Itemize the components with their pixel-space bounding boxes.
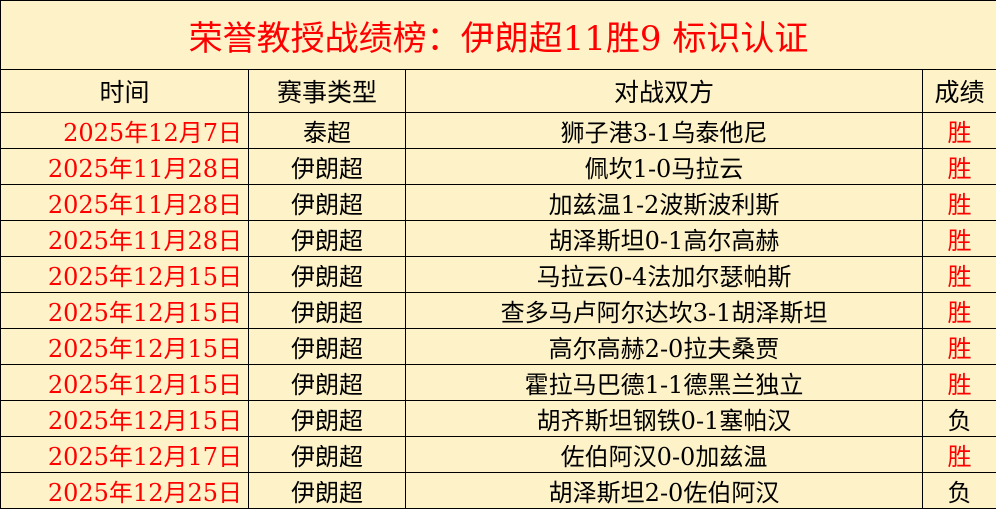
title-row: 荣誉教授战绩榜：伊朗超11胜9 标识认证 (0, 0, 996, 70)
league-cell: 伊朗超 (248, 256, 406, 293)
date-cell: 2025年12月15日 (0, 400, 249, 437)
table-row: 2025年12月15日 伊朗超 霍拉马巴德1-1德黑兰独立胜 (0, 364, 996, 401)
match-cell: 霍拉马巴德1-1德黑兰独立 (405, 364, 923, 401)
result-cell: 胜 (921, 256, 996, 293)
date-cell: 2025年12月15日 (0, 328, 249, 365)
date-cell: 2025年11月28日 (0, 148, 249, 185)
date-cell: 2025年11月28日 (0, 184, 249, 221)
result-cell: 胜 (921, 292, 996, 329)
league-cell: 伊朗超 (248, 184, 406, 221)
table-row: 2025年12月15日 伊朗超 高尔高赫2-0拉夫桑贾胜 (0, 328, 996, 365)
table-row: 2025年12月7日 泰超 狮子港3-1乌泰他尼胜 (0, 112, 996, 149)
match-cell: 狮子港3-1乌泰他尼 (405, 112, 923, 149)
header-result: 成绩 (921, 69, 996, 113)
table-row: 2025年11月28日 伊朗超 加兹温1-2波斯波利斯胜 (0, 184, 996, 221)
header-date: 时间 (0, 69, 249, 113)
league-cell: 伊朗超 (248, 148, 406, 185)
header-match: 对战双方 (405, 69, 923, 113)
league-cell: 泰超 (248, 112, 406, 149)
match-cell: 胡齐斯坦钢铁0-1塞帕汉 (405, 400, 923, 437)
match-cell: 佩坎1-0马拉云 (405, 148, 923, 185)
match-cell: 佐伯阿汉0-0加兹温 (405, 436, 923, 473)
date-cell: 2025年12月15日 (0, 292, 249, 329)
result-cell: 胜 (921, 364, 996, 401)
result-cell: 胜 (921, 112, 996, 149)
table-row: 2025年12月15日 伊朗超 查多马卢阿尔达坎3-1胡泽斯坦胜 (0, 292, 996, 329)
table-row: 2025年12月15日 伊朗超 马拉云0-4法加尔瑟帕斯胜 (0, 256, 996, 293)
match-cell: 胡泽斯坦2-0佐伯阿汉 (405, 472, 923, 509)
header-row: 时间 赛事类型 对战双方 成绩 (0, 69, 996, 113)
table-row: 2025年12月17日 伊朗超 佐伯阿汉0-0加兹温胜 (0, 436, 996, 473)
match-cell: 马拉云0-4法加尔瑟帕斯 (405, 256, 923, 293)
result-cell: 胜 (921, 184, 996, 221)
table-row: 2025年11月28日 伊朗超 佩坎1-0马拉云胜 (0, 148, 996, 185)
result-cell: 负 (921, 472, 996, 509)
match-cell: 加兹温1-2波斯波利斯 (405, 184, 923, 221)
match-cell: 查多马卢阿尔达坎3-1胡泽斯坦 (405, 292, 923, 329)
league-cell: 伊朗超 (248, 364, 406, 401)
result-cell: 胜 (921, 436, 996, 473)
date-cell: 2025年12月25日 (0, 472, 249, 509)
date-cell: 2025年11月28日 (0, 220, 249, 257)
date-cell: 2025年12月7日 (0, 112, 249, 149)
result-cell: 负 (921, 400, 996, 437)
league-cell: 伊朗超 (248, 436, 406, 473)
date-cell: 2025年12月15日 (0, 364, 249, 401)
league-cell: 伊朗超 (248, 328, 406, 365)
match-cell: 高尔高赫2-0拉夫桑贾 (405, 328, 923, 365)
league-cell: 伊朗超 (248, 220, 406, 257)
league-cell: 伊朗超 (248, 472, 406, 509)
match-cell: 胡泽斯坦0-1高尔高赫 (405, 220, 923, 257)
date-cell: 2025年12月17日 (0, 436, 249, 473)
result-cell: 胜 (921, 328, 996, 365)
page-title: 荣誉教授战绩榜：伊朗超11胜9 标识认证 (0, 0, 996, 70)
league-cell: 伊朗超 (248, 292, 406, 329)
table-row: 2025年11月28日 伊朗超 胡泽斯坦0-1高尔高赫胜 (0, 220, 996, 257)
result-cell: 胜 (921, 148, 996, 185)
table-row: 2025年12月15日 伊朗超 胡齐斯坦钢铁0-1塞帕汉负 (0, 400, 996, 437)
table-row: 2025年12月25日 伊朗超 胡泽斯坦2-0佐伯阿汉负 (0, 472, 996, 509)
header-league: 赛事类型 (248, 69, 406, 113)
date-cell: 2025年12月15日 (0, 256, 249, 293)
league-cell: 伊朗超 (248, 400, 406, 437)
result-cell: 胜 (921, 220, 996, 257)
